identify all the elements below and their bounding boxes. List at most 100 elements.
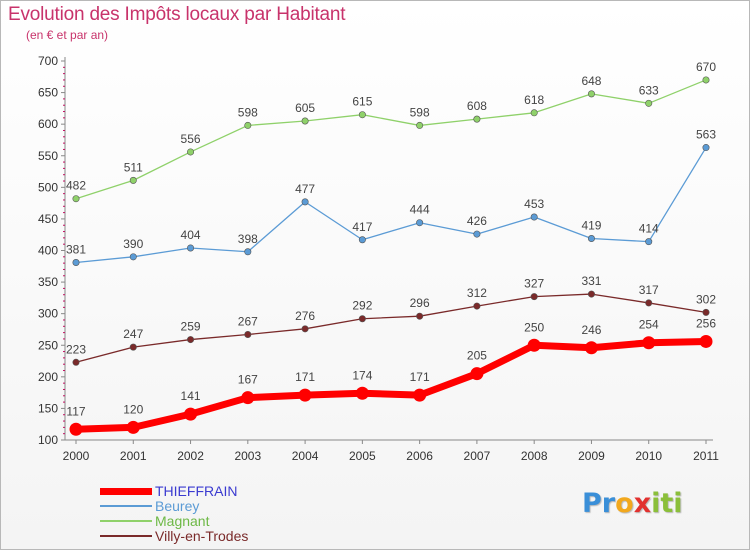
data-label-thieffrain: 256 (696, 316, 716, 330)
data-point-thieffrain[interactable] (126, 420, 140, 434)
data-point-thieffrain[interactable] (355, 386, 369, 400)
data-point-villy-en-trodes[interactable] (244, 331, 252, 339)
data-point-thieffrain[interactable] (69, 422, 83, 436)
x-tick-label: 2005 (349, 449, 376, 463)
legend-swatch-villy-en-trodes (100, 535, 152, 537)
x-tick-label: 2008 (521, 449, 548, 463)
x-tick-label: 2003 (234, 449, 261, 463)
y-tick-label: 600 (38, 117, 58, 131)
data-point-magnant[interactable] (72, 195, 80, 203)
data-label-beurey: 444 (410, 203, 430, 217)
data-point-magnant[interactable] (244, 121, 252, 129)
data-point-magnant[interactable] (702, 76, 710, 84)
data-point-beurey[interactable] (702, 144, 710, 152)
data-point-magnant[interactable] (358, 111, 366, 119)
data-label-villy-en-trodes: 317 (639, 283, 659, 297)
line-chart: 100 150 200 250 300 350 400 450 500 550 600 650 700 2… (38, 54, 719, 463)
data-point-villy-en-trodes[interactable] (301, 325, 309, 333)
data-point-villy-en-trodes[interactable] (187, 336, 195, 344)
data-point-villy-en-trodes[interactable] (473, 302, 481, 310)
data-label-villy-en-trodes: 312 (467, 286, 487, 300)
data-point-magnant[interactable] (473, 115, 481, 123)
data-point-magnant[interactable] (187, 148, 195, 156)
y-tick-label: 250 (38, 338, 58, 352)
data-label-beurey: 381 (66, 243, 86, 257)
data-label-thieffrain: 254 (639, 318, 659, 332)
y-tick-label: 150 (38, 401, 58, 415)
data-label-beurey: 404 (181, 228, 201, 242)
data-label-thieffrain: 171 (295, 370, 315, 384)
data-point-magnant[interactable] (645, 99, 653, 107)
data-point-beurey[interactable] (645, 238, 653, 246)
data-point-magnant[interactable] (301, 117, 309, 125)
data-label-thieffrain: 174 (352, 368, 372, 382)
data-point-beurey[interactable] (416, 219, 424, 227)
data-point-beurey[interactable] (587, 234, 595, 242)
data-point-beurey[interactable] (187, 244, 195, 252)
y-tick-label: 200 (38, 370, 58, 384)
y-tick-label: 650 (38, 86, 58, 100)
data-label-villy-en-trodes: 292 (352, 299, 372, 313)
data-point-thieffrain[interactable] (584, 341, 598, 355)
x-tick-label: 2009 (578, 449, 605, 463)
data-point-magnant[interactable] (129, 176, 137, 184)
data-point-thieffrain[interactable] (699, 334, 713, 348)
data-point-thieffrain[interactable] (298, 388, 312, 402)
data-point-beurey[interactable] (358, 236, 366, 244)
y-tick-label: 300 (38, 307, 58, 321)
y-tick-label: 400 (38, 244, 58, 258)
chart-title: Evolution des Impôts locaux par Habitant (8, 4, 346, 25)
data-point-beurey[interactable] (244, 248, 252, 256)
y-tick-label: 450 (38, 212, 58, 226)
data-label-beurey: 419 (581, 218, 601, 232)
data-label-magnant: 598 (410, 105, 430, 119)
data-point-villy-en-trodes[interactable] (416, 312, 424, 320)
data-label-beurey: 426 (467, 214, 487, 228)
logo-letter: i (651, 488, 661, 519)
data-point-beurey[interactable] (129, 253, 137, 261)
data-label-magnant: 670 (696, 60, 716, 74)
legend-label-beurey: Beurey (155, 498, 200, 514)
data-point-villy-en-trodes[interactable] (530, 293, 538, 301)
logo-letter: P (582, 488, 602, 519)
data-point-villy-en-trodes[interactable] (587, 290, 595, 298)
data-label-beurey: 414 (639, 222, 659, 236)
x-tick-label: 2010 (635, 449, 662, 463)
x-tick-label: 2006 (406, 449, 433, 463)
data-label-villy-en-trodes: 302 (696, 292, 716, 306)
data-point-villy-en-trodes[interactable] (645, 299, 653, 307)
logo-letter: o (615, 488, 634, 519)
data-label-villy-en-trodes: 247 (123, 327, 143, 341)
data-label-thieffrain: 205 (467, 349, 487, 363)
data-label-thieffrain: 246 (581, 323, 601, 337)
data-point-beurey[interactable] (473, 230, 481, 238)
y-tick-label: 700 (38, 54, 58, 68)
data-point-thieffrain[interactable] (470, 367, 484, 381)
data-point-magnant[interactable] (587, 90, 595, 98)
data-point-thieffrain[interactable] (642, 336, 656, 350)
data-point-beurey[interactable] (530, 213, 538, 221)
data-label-villy-en-trodes: 327 (524, 277, 544, 291)
data-label-villy-en-trodes: 276 (295, 309, 315, 323)
data-point-thieffrain[interactable] (527, 338, 541, 352)
data-point-thieffrain[interactable] (184, 407, 198, 421)
data-point-magnant[interactable] (530, 109, 538, 117)
series-line-villy-en-trodes (75, 293, 707, 363)
data-label-thieffrain: 117 (66, 404, 85, 418)
data-point-thieffrain[interactable] (241, 391, 255, 405)
data-label-villy-en-trodes: 223 (66, 342, 86, 356)
data-label-magnant: 556 (181, 132, 201, 146)
data-point-villy-en-trodes[interactable] (72, 358, 80, 366)
data-label-thieffrain: 120 (123, 402, 143, 416)
data-label-villy-en-trodes: 259 (181, 320, 201, 334)
data-point-magnant[interactable] (416, 121, 424, 129)
data-point-thieffrain[interactable] (413, 388, 427, 402)
data-point-villy-en-trodes[interactable] (702, 308, 710, 316)
data-point-beurey[interactable] (301, 198, 309, 206)
data-point-villy-en-trodes[interactable] (129, 343, 137, 351)
data-point-beurey[interactable] (72, 259, 80, 267)
data-point-villy-en-trodes[interactable] (358, 315, 366, 323)
y-tick-label: 100 (38, 433, 58, 447)
data-label-villy-en-trodes: 331 (581, 274, 601, 288)
data-label-beurey: 398 (238, 232, 258, 246)
